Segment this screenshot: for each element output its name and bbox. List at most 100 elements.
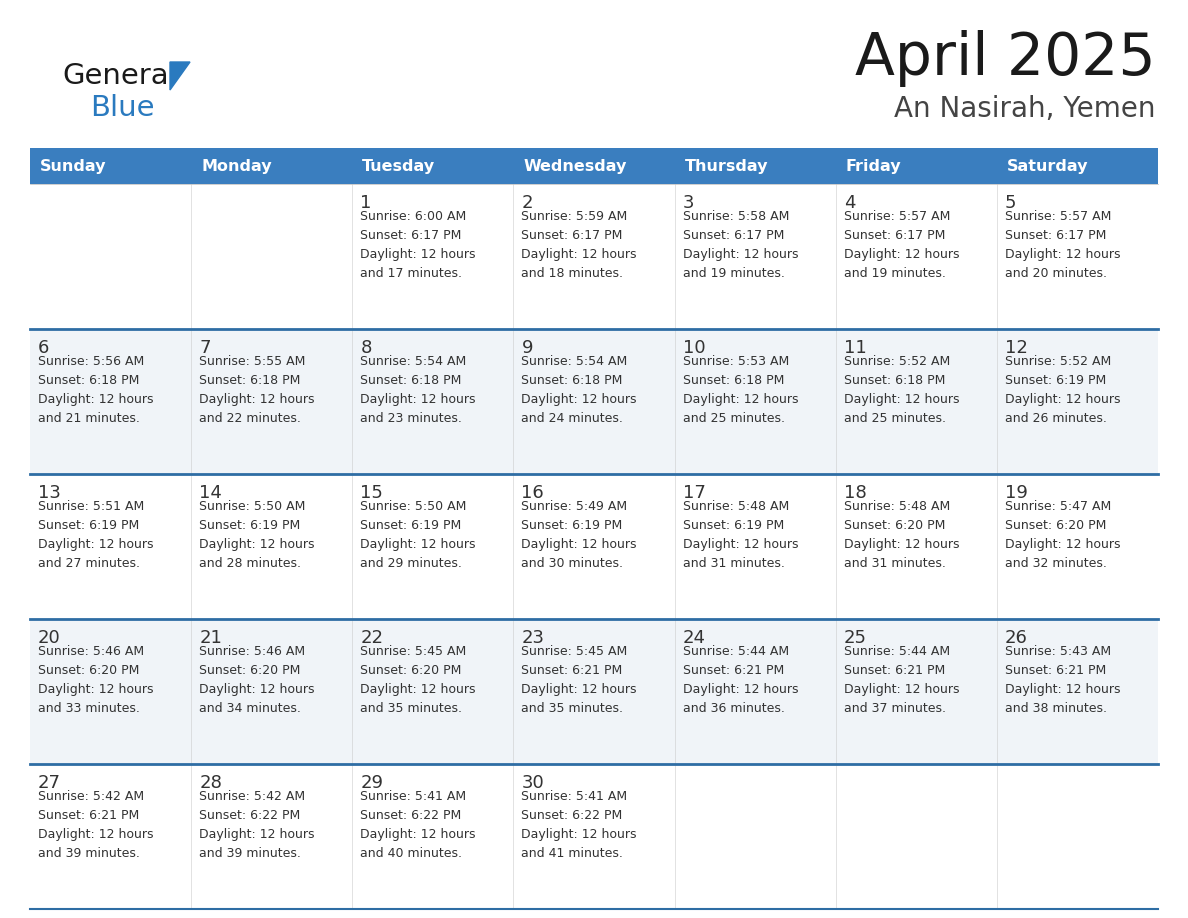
Text: and 40 minutes.: and 40 minutes. <box>360 847 462 860</box>
Text: An Nasirah, Yemen: An Nasirah, Yemen <box>895 95 1156 123</box>
Text: 17: 17 <box>683 484 706 502</box>
Text: 8: 8 <box>360 339 372 357</box>
Text: 14: 14 <box>200 484 222 502</box>
Bar <box>513 148 675 184</box>
Text: 3: 3 <box>683 194 694 212</box>
Text: Sunrise: 5:48 AM: Sunrise: 5:48 AM <box>683 500 789 513</box>
Text: Sunrise: 5:58 AM: Sunrise: 5:58 AM <box>683 210 789 223</box>
Text: and 23 minutes.: and 23 minutes. <box>360 412 462 425</box>
Text: 6: 6 <box>38 339 50 357</box>
Text: Sunrise: 5:51 AM: Sunrise: 5:51 AM <box>38 500 144 513</box>
Text: Sunrise: 5:44 AM: Sunrise: 5:44 AM <box>843 645 950 658</box>
Text: 27: 27 <box>38 774 61 792</box>
Text: Sunrise: 5:52 AM: Sunrise: 5:52 AM <box>1005 355 1111 368</box>
Text: Sunrise: 5:54 AM: Sunrise: 5:54 AM <box>360 355 467 368</box>
Text: Sunset: 6:22 PM: Sunset: 6:22 PM <box>522 809 623 822</box>
Text: 22: 22 <box>360 629 384 647</box>
Text: Sunrise: 5:50 AM: Sunrise: 5:50 AM <box>200 500 305 513</box>
Text: Daylight: 12 hours: Daylight: 12 hours <box>1005 538 1120 551</box>
Text: and 19 minutes.: and 19 minutes. <box>683 267 784 280</box>
Text: Daylight: 12 hours: Daylight: 12 hours <box>522 683 637 696</box>
Text: Daylight: 12 hours: Daylight: 12 hours <box>843 248 959 261</box>
Text: Sunset: 6:19 PM: Sunset: 6:19 PM <box>360 519 461 532</box>
Text: Monday: Monday <box>201 159 272 174</box>
Text: General: General <box>62 62 177 90</box>
Polygon shape <box>170 62 190 90</box>
Text: Sunset: 6:18 PM: Sunset: 6:18 PM <box>843 374 946 387</box>
Text: 5: 5 <box>1005 194 1017 212</box>
Text: Sunrise: 5:57 AM: Sunrise: 5:57 AM <box>843 210 950 223</box>
Text: Daylight: 12 hours: Daylight: 12 hours <box>200 538 315 551</box>
Text: Daylight: 12 hours: Daylight: 12 hours <box>683 683 798 696</box>
Text: Sunrise: 5:59 AM: Sunrise: 5:59 AM <box>522 210 627 223</box>
Text: 19: 19 <box>1005 484 1028 502</box>
Bar <box>997 148 1158 184</box>
Text: Daylight: 12 hours: Daylight: 12 hours <box>683 393 798 406</box>
Text: Daylight: 12 hours: Daylight: 12 hours <box>360 538 475 551</box>
Text: Sunset: 6:19 PM: Sunset: 6:19 PM <box>38 519 139 532</box>
Text: and 21 minutes.: and 21 minutes. <box>38 412 140 425</box>
Text: and 33 minutes.: and 33 minutes. <box>38 702 140 715</box>
Text: Daylight: 12 hours: Daylight: 12 hours <box>843 683 959 696</box>
Text: 15: 15 <box>360 484 384 502</box>
Text: Sunrise: 5:45 AM: Sunrise: 5:45 AM <box>360 645 467 658</box>
Text: and 20 minutes.: and 20 minutes. <box>1005 267 1107 280</box>
Text: 30: 30 <box>522 774 544 792</box>
Text: Sunset: 6:18 PM: Sunset: 6:18 PM <box>522 374 623 387</box>
Text: Sunrise: 5:50 AM: Sunrise: 5:50 AM <box>360 500 467 513</box>
Text: Sunset: 6:22 PM: Sunset: 6:22 PM <box>200 809 301 822</box>
Text: Sunset: 6:17 PM: Sunset: 6:17 PM <box>1005 229 1106 242</box>
Text: Daylight: 12 hours: Daylight: 12 hours <box>1005 393 1120 406</box>
Text: Friday: Friday <box>846 159 902 174</box>
Bar <box>30 764 1158 909</box>
Text: and 35 minutes.: and 35 minutes. <box>360 702 462 715</box>
Text: Sunset: 6:17 PM: Sunset: 6:17 PM <box>522 229 623 242</box>
Text: Sunset: 6:22 PM: Sunset: 6:22 PM <box>360 809 461 822</box>
Text: and 41 minutes.: and 41 minutes. <box>522 847 624 860</box>
Text: 20: 20 <box>38 629 61 647</box>
Bar <box>835 148 997 184</box>
Text: Daylight: 12 hours: Daylight: 12 hours <box>1005 248 1120 261</box>
Text: Daylight: 12 hours: Daylight: 12 hours <box>360 248 475 261</box>
Text: and 31 minutes.: and 31 minutes. <box>683 557 784 570</box>
Text: 9: 9 <box>522 339 533 357</box>
Text: Daylight: 12 hours: Daylight: 12 hours <box>360 393 475 406</box>
Bar <box>30 619 1158 764</box>
Text: Sunset: 6:18 PM: Sunset: 6:18 PM <box>38 374 139 387</box>
Text: and 29 minutes.: and 29 minutes. <box>360 557 462 570</box>
Text: 21: 21 <box>200 629 222 647</box>
Text: and 28 minutes.: and 28 minutes. <box>200 557 301 570</box>
Text: and 25 minutes.: and 25 minutes. <box>683 412 784 425</box>
Text: and 39 minutes.: and 39 minutes. <box>200 847 301 860</box>
Text: Sunrise: 5:42 AM: Sunrise: 5:42 AM <box>38 790 144 803</box>
Text: Sunrise: 5:41 AM: Sunrise: 5:41 AM <box>360 790 467 803</box>
Text: Sunset: 6:21 PM: Sunset: 6:21 PM <box>683 664 784 677</box>
Bar <box>30 148 191 184</box>
Text: Sunset: 6:20 PM: Sunset: 6:20 PM <box>1005 519 1106 532</box>
Text: and 30 minutes.: and 30 minutes. <box>522 557 624 570</box>
Text: and 39 minutes.: and 39 minutes. <box>38 847 140 860</box>
Text: Daylight: 12 hours: Daylight: 12 hours <box>200 683 315 696</box>
Text: 18: 18 <box>843 484 866 502</box>
Text: and 32 minutes.: and 32 minutes. <box>1005 557 1107 570</box>
Text: Sunset: 6:18 PM: Sunset: 6:18 PM <box>200 374 301 387</box>
Text: Sunset: 6:21 PM: Sunset: 6:21 PM <box>522 664 623 677</box>
Text: 28: 28 <box>200 774 222 792</box>
Text: 16: 16 <box>522 484 544 502</box>
Text: 1: 1 <box>360 194 372 212</box>
Text: and 38 minutes.: and 38 minutes. <box>1005 702 1107 715</box>
Text: Sunrise: 5:52 AM: Sunrise: 5:52 AM <box>843 355 950 368</box>
Text: Daylight: 12 hours: Daylight: 12 hours <box>360 828 475 841</box>
Text: Sunrise: 5:54 AM: Sunrise: 5:54 AM <box>522 355 627 368</box>
Text: Blue: Blue <box>90 94 154 122</box>
Text: Daylight: 12 hours: Daylight: 12 hours <box>38 538 153 551</box>
Text: Daylight: 12 hours: Daylight: 12 hours <box>1005 683 1120 696</box>
Bar <box>30 184 1158 329</box>
Text: Sunset: 6:20 PM: Sunset: 6:20 PM <box>38 664 139 677</box>
Bar <box>191 148 353 184</box>
Text: and 26 minutes.: and 26 minutes. <box>1005 412 1107 425</box>
Text: Sunset: 6:20 PM: Sunset: 6:20 PM <box>200 664 301 677</box>
Text: Sunset: 6:19 PM: Sunset: 6:19 PM <box>200 519 301 532</box>
Text: Sunset: 6:18 PM: Sunset: 6:18 PM <box>683 374 784 387</box>
Text: and 22 minutes.: and 22 minutes. <box>200 412 301 425</box>
